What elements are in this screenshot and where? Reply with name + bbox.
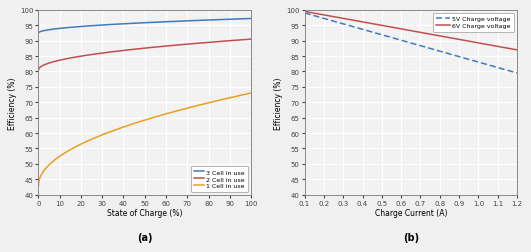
Legend: 3 Cell in use, 2 Cell in use, 1 Cell in use: 3 Cell in use, 2 Cell in use, 1 Cell in … bbox=[191, 166, 248, 192]
Legend: 5V Charge voltage, 6V Charge voltage: 5V Charge voltage, 6V Charge voltage bbox=[433, 14, 514, 33]
6V Charge voltage bbox=[404, 29, 410, 32]
5V Charge voltage bbox=[476, 61, 482, 65]
2 Cell in use bbox=[35, 69, 41, 72]
3 Cell in use bbox=[243, 18, 249, 21]
Y-axis label: Efficiency (%): Efficiency (%) bbox=[275, 77, 284, 129]
3 Cell in use bbox=[35, 32, 41, 35]
1 Cell in use bbox=[35, 184, 41, 187]
Text: (a): (a) bbox=[137, 232, 152, 242]
Line: 3 Cell in use: 3 Cell in use bbox=[38, 19, 251, 34]
3 Cell in use bbox=[162, 21, 168, 24]
1 Cell in use bbox=[138, 120, 144, 123]
Text: (b): (b) bbox=[403, 232, 419, 242]
2 Cell in use bbox=[150, 47, 157, 50]
2 Cell in use bbox=[243, 39, 249, 42]
1 Cell in use bbox=[210, 101, 216, 104]
5V Charge voltage bbox=[514, 72, 520, 75]
5V Charge voltage bbox=[404, 41, 410, 44]
1 Cell in use bbox=[136, 121, 143, 124]
Line: 2 Cell in use: 2 Cell in use bbox=[38, 40, 251, 71]
2 Cell in use bbox=[138, 48, 144, 51]
Y-axis label: Efficiency (%): Efficiency (%) bbox=[8, 77, 18, 129]
6V Charge voltage bbox=[509, 48, 515, 51]
1 Cell in use bbox=[243, 93, 249, 96]
6V Charge voltage bbox=[302, 11, 308, 14]
5V Charge voltage bbox=[402, 41, 409, 44]
6V Charge voltage bbox=[416, 32, 423, 35]
X-axis label: Charge Current (A): Charge Current (A) bbox=[374, 208, 447, 217]
Line: 6V Charge voltage: 6V Charge voltage bbox=[305, 12, 517, 51]
Line: 5V Charge voltage: 5V Charge voltage bbox=[305, 14, 517, 74]
6V Charge voltage bbox=[428, 34, 434, 37]
3 Cell in use bbox=[138, 22, 144, 25]
5V Charge voltage bbox=[302, 12, 308, 15]
Line: 1 Cell in use: 1 Cell in use bbox=[38, 94, 251, 186]
X-axis label: State of Charge (%): State of Charge (%) bbox=[107, 208, 183, 217]
3 Cell in use bbox=[150, 22, 157, 25]
5V Charge voltage bbox=[509, 71, 515, 74]
2 Cell in use bbox=[136, 48, 143, 51]
1 Cell in use bbox=[162, 113, 168, 116]
3 Cell in use bbox=[136, 22, 143, 25]
6V Charge voltage bbox=[476, 42, 482, 45]
1 Cell in use bbox=[150, 116, 157, 119]
6V Charge voltage bbox=[402, 29, 409, 32]
3 Cell in use bbox=[248, 18, 254, 21]
3 Cell in use bbox=[210, 19, 216, 22]
6V Charge voltage bbox=[514, 49, 520, 52]
2 Cell in use bbox=[210, 41, 216, 44]
1 Cell in use bbox=[248, 92, 254, 95]
2 Cell in use bbox=[248, 39, 254, 42]
5V Charge voltage bbox=[416, 45, 423, 48]
2 Cell in use bbox=[162, 45, 168, 48]
5V Charge voltage bbox=[428, 48, 434, 51]
